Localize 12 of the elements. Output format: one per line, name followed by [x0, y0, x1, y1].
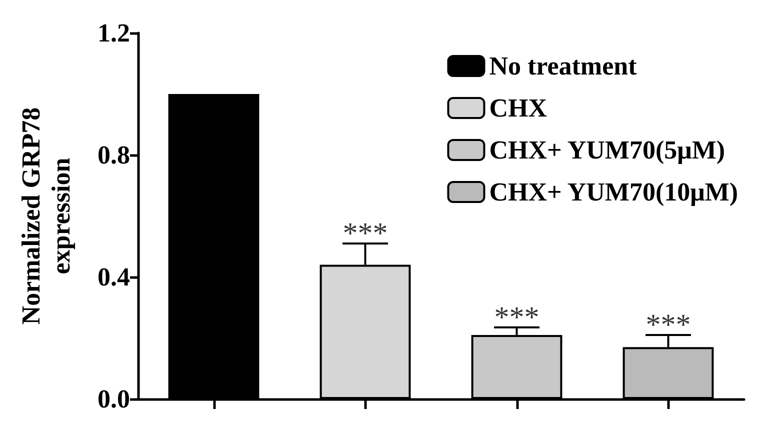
data-label: *** [342, 216, 388, 250]
y-tick-label: 0.8 [98, 140, 130, 170]
y-tick-label: 1.2 [98, 18, 130, 48]
data-label: *** [494, 300, 540, 334]
legend-label: No treatment [489, 52, 638, 80]
legend-label: CHX+ YUM70(5μM) [489, 136, 726, 164]
legend-label: CHX+ YUM70(10μM) [489, 178, 738, 206]
legend-label: CHX [489, 94, 548, 122]
y-tick-label: 0.0 [98, 384, 130, 414]
y-axis-title: Normalized GRP78 expression [16, 107, 76, 325]
data-label: *** [646, 308, 691, 342]
y-tick-label: 0.4 [98, 262, 130, 292]
